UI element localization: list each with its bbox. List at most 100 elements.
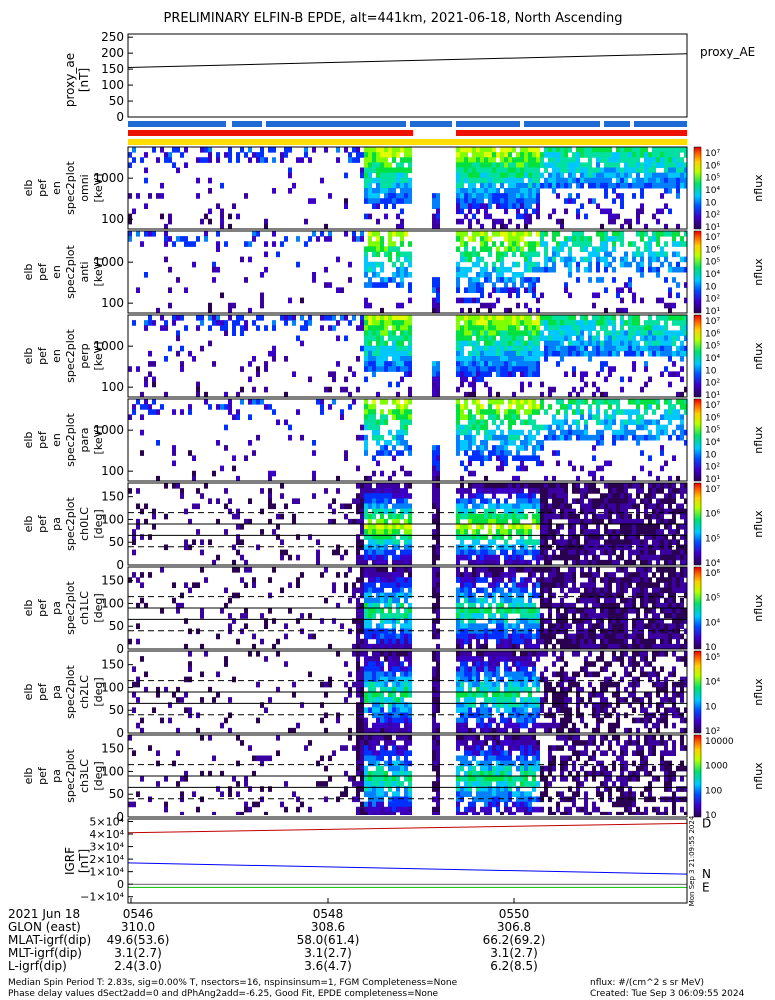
spectrogram-cell: [472, 325, 476, 331]
spectrogram-cell: [568, 539, 572, 545]
spectrogram-cell: [524, 267, 528, 273]
spectrogram-cell: [556, 157, 560, 163]
spectrogram-cell: [596, 257, 600, 263]
spectrogram-cell: [400, 356, 404, 362]
spectrogram-cell: [460, 493, 464, 499]
spectrogram-cell: [532, 572, 536, 578]
spectrogram-cell: [624, 572, 628, 578]
spectrogram-cell: [608, 147, 612, 153]
spectrogram-cell: [400, 157, 404, 163]
spectrogram-cell: [408, 183, 412, 189]
spectrogram-cell: [456, 577, 460, 583]
spectrogram-cell: [572, 567, 576, 573]
spectrogram-cell: [632, 399, 636, 405]
spectrogram-cell: [128, 152, 132, 158]
spectrogram-cell: [528, 320, 532, 326]
spectrogram-cell: [456, 287, 460, 293]
spectrogram-cell: [172, 598, 176, 604]
spectrogram-cell: [464, 203, 468, 209]
spectrogram-cell: [280, 483, 284, 489]
spectrogram-cell: [404, 366, 408, 372]
spectrogram-cell: [572, 509, 576, 515]
spectrogram-cell: [548, 178, 552, 184]
spectrogram-cell: [464, 157, 468, 163]
spectrogram-cell: [464, 555, 468, 561]
spectrogram-cell: [376, 450, 380, 456]
spectrogram-cell: [404, 593, 408, 599]
spectrogram-cell: [616, 162, 620, 168]
spectrogram-cell: [532, 293, 536, 299]
spectrogram-cell: [584, 514, 588, 520]
spectrogram-cell: [216, 267, 220, 273]
spectrogram-cell: [660, 445, 664, 451]
spectrogram-cell: [396, 152, 400, 158]
spectrogram-cell: [500, 371, 504, 377]
spectrogram-cell: [352, 147, 356, 153]
spectrogram-cell: [628, 608, 632, 614]
spectrogram-cell: [656, 152, 660, 158]
spectrogram-cell: [400, 162, 404, 168]
spectrogram-cell: [152, 361, 156, 367]
spectrogram-cell: [464, 325, 468, 331]
spectrogram-cell: [196, 157, 200, 163]
spectrogram-cell: [572, 231, 576, 237]
spectrogram-cell: [644, 498, 648, 504]
spectrogram-cell: [620, 183, 624, 189]
spectrogram-cell: [400, 414, 404, 420]
spectrogram-cell: [676, 336, 680, 342]
spectrogram-cell: [540, 330, 544, 336]
spectrogram-cell: [432, 623, 436, 629]
spectrogram-cell: [516, 366, 520, 372]
spectrogram-cell: [496, 572, 500, 578]
spectrogram-cell: [400, 409, 404, 415]
spectrogram-cell: [572, 315, 576, 321]
spectrogram-cell: [580, 377, 584, 383]
spectrogram-cell: [392, 445, 396, 451]
spectrogram-cell: [640, 466, 644, 472]
spectrogram-cell: [572, 325, 576, 331]
spectrogram-cell: [556, 435, 560, 441]
spectrogram-cell: [400, 629, 404, 635]
spectrogram-cell: [516, 183, 520, 189]
spectrogram-cell: [620, 593, 624, 599]
spectrogram-cell: [512, 282, 516, 288]
spectrogram-cell: [540, 336, 544, 342]
spectrogram-cell: [404, 325, 408, 331]
spectrogram-cell: [580, 203, 584, 209]
spectrogram-cell: [672, 168, 676, 174]
spectrogram-cell: [620, 173, 624, 179]
spectrogram-cell: [524, 361, 528, 367]
spectrogram-cell: [624, 425, 628, 431]
spectrogram-cell: [664, 162, 668, 168]
spectrogram-cell: [612, 608, 616, 614]
spectrogram-cell: [476, 445, 480, 451]
spectrogram-cell: [348, 262, 352, 268]
spectrogram-cell: [468, 555, 472, 561]
spectrogram-cell: [516, 287, 520, 293]
spectrogram-cell: [384, 252, 388, 258]
spectrogram-cell: [364, 572, 368, 578]
spectrogram-cell: [632, 629, 636, 635]
spectrogram-cell: [532, 504, 536, 510]
spectrogram-cell: [496, 582, 500, 588]
spectrogram-cell: [576, 330, 580, 336]
spectrogram-cell: [492, 450, 496, 456]
spectrogram-cell: [556, 582, 560, 588]
spectrogram-cell: [568, 236, 572, 242]
spectrogram-cell: [600, 613, 604, 619]
spectrogram-cell: [496, 366, 500, 372]
spectrogram-cell: [520, 173, 524, 179]
spectrogram-cell: [636, 639, 640, 645]
spectrogram-cell: [456, 356, 460, 362]
spectrogram-cell: [436, 366, 440, 372]
spectrogram-cell: [380, 509, 384, 515]
spectrogram-cell: [508, 509, 512, 515]
spectrogram-cell: [488, 483, 492, 489]
spectrogram-cell: [680, 488, 684, 494]
spectrogram-cell: [616, 639, 620, 645]
spectrogram-cell: [516, 430, 520, 436]
spectrogram-cell: [680, 236, 684, 242]
spectrogram-cell: [464, 173, 468, 179]
spectrogram-cell: [236, 567, 240, 573]
spectrogram-cell: [624, 498, 628, 504]
